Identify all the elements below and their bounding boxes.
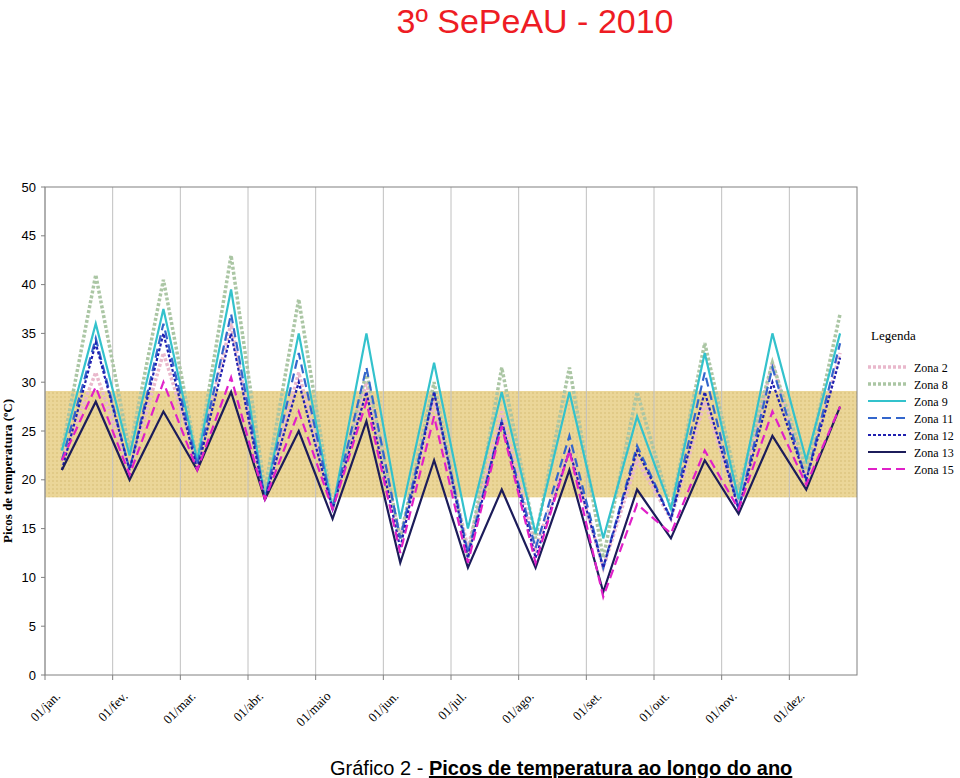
x-tick-label: 01/dez. <box>770 689 807 726</box>
legend-swatch <box>868 365 906 369</box>
x-tick <box>45 675 46 680</box>
x-tick <box>721 675 722 680</box>
legend-label: Zona 9 <box>914 395 948 409</box>
legend-title: Legenda <box>871 328 916 343</box>
x-tick-label: 01/mar. <box>160 689 198 727</box>
series-line <box>62 314 840 568</box>
y-tick <box>41 626 45 627</box>
y-tick-label: 30 <box>22 375 36 390</box>
grid-line <box>315 187 316 675</box>
y-tick <box>41 187 45 188</box>
plot-frame <box>45 187 857 675</box>
y-tick-label: 40 <box>22 277 36 292</box>
series-line <box>62 289 840 538</box>
grid-line <box>586 187 587 675</box>
grid-line <box>248 187 249 675</box>
x-tick-label: 01/nov. <box>702 689 740 727</box>
caption-prefix: Gráfico 2 - <box>330 757 429 778</box>
series-line <box>62 333 840 567</box>
x-tick-label: 01/jul. <box>435 689 469 723</box>
legend-label: Zona 15 <box>914 463 954 477</box>
grid-line <box>518 187 519 675</box>
y-tick <box>41 382 45 383</box>
y-tick <box>41 235 45 236</box>
legend-swatch <box>868 434 906 436</box>
legend-swatch <box>868 451 906 453</box>
y-tick <box>41 333 45 334</box>
y-tick-label: 10 <box>22 570 36 585</box>
y-tick <box>41 431 45 432</box>
caption-title: Picos de temperatura ao longo do ano <box>429 757 792 778</box>
grid-line <box>451 187 452 675</box>
x-tick-label: 01/ago. <box>499 689 537 727</box>
x-tick <box>383 675 384 680</box>
y-tick-label: 5 <box>29 619 36 634</box>
x-tick <box>315 675 316 680</box>
y-tick-label: 15 <box>22 521 36 536</box>
title: 3º SePeAU - 2010 <box>396 2 673 40</box>
y-tick <box>41 479 45 480</box>
x-tick <box>586 675 587 680</box>
x-tick <box>789 675 790 680</box>
x-tick-label: 01/jan. <box>27 689 63 725</box>
x-tick-label: 01/set. <box>570 689 605 724</box>
x-tick <box>180 675 181 680</box>
x-tick-label: 01/abr. <box>230 689 266 725</box>
y-tick-label: 20 <box>22 472 36 487</box>
y-tick-label: 25 <box>22 424 36 439</box>
y-axis-label: Picos de temperatura (ºC) <box>0 399 15 543</box>
y-tick-label: 50 <box>22 180 36 195</box>
y-tick <box>41 675 45 676</box>
caption: Gráfico 2 - Picos de temperatura ao long… <box>330 757 792 778</box>
x-tick <box>518 675 519 680</box>
x-tick <box>654 675 655 680</box>
x-tick <box>451 675 452 680</box>
x-tick <box>248 675 249 680</box>
y-tick-label: 35 <box>22 326 36 341</box>
y-tick-label: 0 <box>29 668 36 683</box>
lines <box>62 255 840 597</box>
y-tick-label: 45 <box>22 228 36 243</box>
grid-line <box>654 187 655 675</box>
y-tick <box>41 577 45 578</box>
plot-area <box>45 187 857 675</box>
legend-label: Zona 2 <box>914 361 948 375</box>
y-tick <box>41 284 45 285</box>
legend-swatch <box>868 468 906 470</box>
x-tick-label: 01/jun. <box>365 689 401 725</box>
legend-label: Zona 11 <box>914 412 953 426</box>
legend-label: Zona 12 <box>914 429 954 443</box>
grid-line <box>789 187 790 675</box>
series-line <box>62 377 840 597</box>
x-tick-label: 01/fev. <box>95 689 131 725</box>
legend-swatch <box>868 400 906 402</box>
legend-label: Zona 13 <box>914 446 954 460</box>
legend-label: Zona 8 <box>914 378 948 392</box>
y-tick <box>41 528 45 529</box>
x-tick-label: 01/maio <box>293 689 334 730</box>
legend-swatch <box>868 382 906 386</box>
x-tick-label: 01/out. <box>636 689 672 725</box>
grid-line <box>180 187 181 675</box>
legend-swatch <box>868 417 906 419</box>
chart: 3º SePeAU - 2010 01/jan. 01/fev. 01/mar. 01/… <box>0 0 960 778</box>
x-tick <box>112 675 113 680</box>
